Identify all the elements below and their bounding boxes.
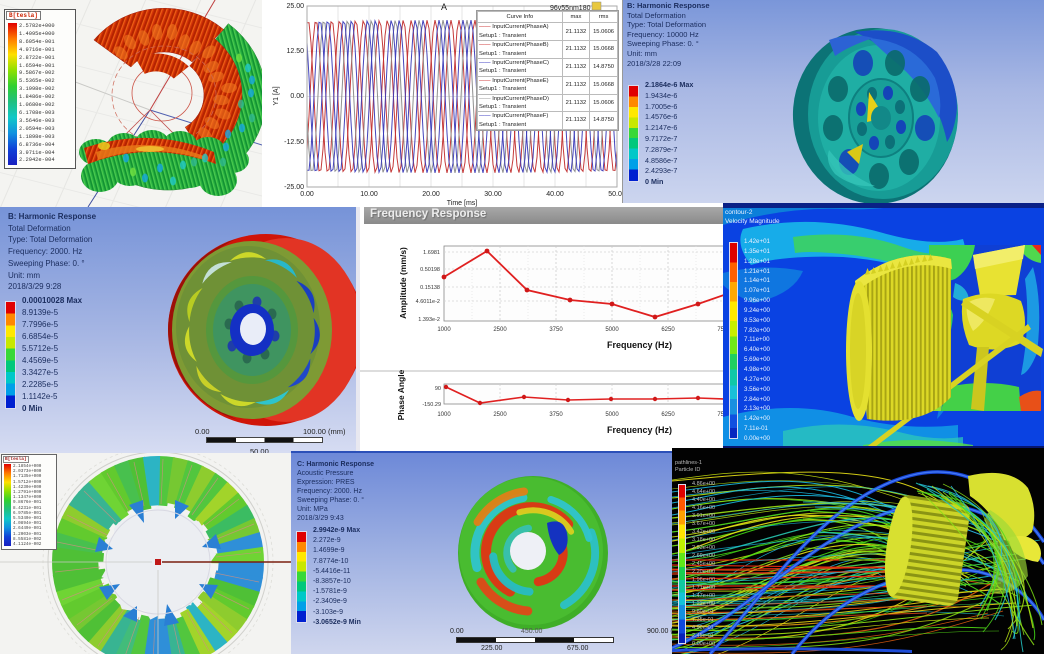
- svg-text:5000: 5000: [605, 412, 619, 418]
- svg-text:96v55nm180: 96v55nm180: [550, 5, 591, 12]
- svg-text:6250: 6250: [661, 412, 675, 418]
- svg-text:1.6981: 1.6981: [423, 250, 440, 256]
- svg-text:90: 90: [435, 386, 441, 392]
- svg-text:30.00: 30.00: [484, 191, 502, 198]
- svg-text:Amplitude (mm/s): Amplitude (mm/s): [398, 247, 408, 319]
- svg-text:10.00: 10.00: [360, 191, 378, 198]
- svg-text:5000: 5000: [605, 327, 619, 333]
- svg-text:-150.29: -150.29: [422, 402, 441, 408]
- svg-text:40.00: 40.00: [546, 191, 564, 198]
- svg-text:-25.00: -25.00: [284, 184, 304, 191]
- svg-text:0.15138: 0.15138: [420, 285, 440, 291]
- svg-text:12.50: 12.50: [286, 48, 304, 55]
- svg-text:3750: 3750: [549, 412, 563, 418]
- svg-text:0.00: 0.00: [290, 93, 304, 100]
- svg-text:0.50198: 0.50198: [420, 267, 440, 273]
- svg-text:1000: 1000: [437, 327, 451, 333]
- svg-text:Phase Angle: Phase Angle: [396, 369, 406, 420]
- svg-text:1000: 1000: [437, 412, 451, 418]
- svg-text:A: A: [441, 2, 447, 12]
- svg-text:4.6011e-2: 4.6011e-2: [416, 299, 440, 305]
- svg-text:25.00: 25.00: [286, 3, 304, 10]
- svg-text:0.00: 0.00: [300, 191, 314, 198]
- svg-text:50.00: 50.00: [608, 191, 622, 198]
- svg-text:6250: 6250: [661, 327, 675, 333]
- svg-text:1.393e-2: 1.393e-2: [418, 317, 440, 323]
- svg-text:Y1 [A]: Y1 [A]: [273, 86, 280, 105]
- svg-text:Time [ms]: Time [ms]: [447, 200, 478, 207]
- svg-text:7500: 7500: [717, 412, 723, 418]
- svg-text:2500: 2500: [493, 327, 507, 333]
- svg-text:7500: 7500: [717, 327, 723, 333]
- svg-text:Frequency (Hz): Frequency (Hz): [607, 340, 672, 350]
- svg-text:-12.50: -12.50: [284, 139, 304, 146]
- svg-text:3750: 3750: [549, 327, 563, 333]
- svg-text:20.00: 20.00: [422, 191, 440, 198]
- svg-text:Frequency (Hz): Frequency (Hz): [607, 425, 672, 435]
- svg-text:2500: 2500: [493, 412, 507, 418]
